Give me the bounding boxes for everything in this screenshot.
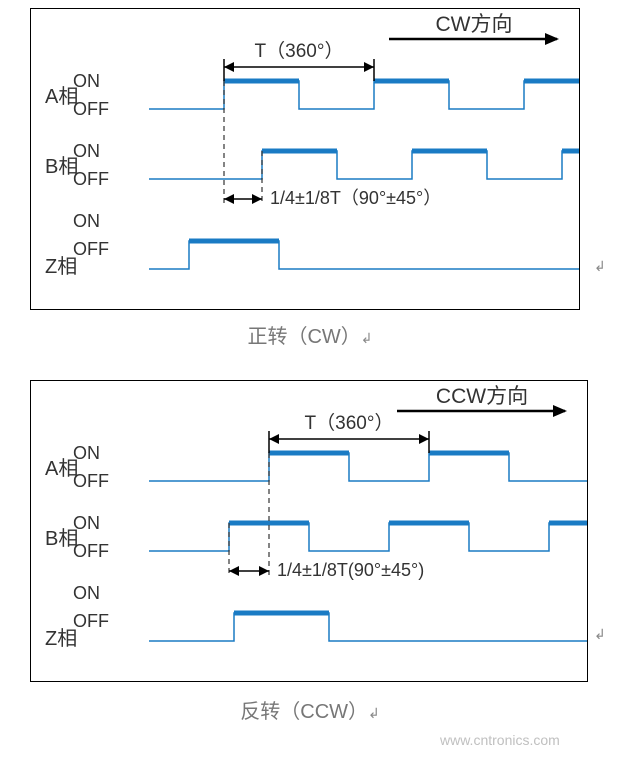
return-glyph: ↲: [361, 330, 373, 346]
svg-text:T（360°）: T（360°）: [255, 40, 344, 62]
svg-text:1/4±1/8T(90°±45°): 1/4±1/8T(90°±45°): [277, 560, 424, 580]
svg-text:CW方向: CW方向: [436, 13, 513, 36]
ccw-svg: ONOFFA相ONOFFB相ONOFFZ相T（360°）CCW方向1/4±1/8…: [31, 381, 587, 681]
svg-text:OFF: OFF: [73, 169, 109, 189]
svg-text:Z相: Z相: [45, 627, 77, 650]
cw-panel: ONOFFA相ONOFFB相ONOFFZ相T（360°）CW方向1/4±1/8T…: [30, 8, 580, 310]
svg-text:OFF: OFF: [73, 99, 109, 119]
svg-text:1/4±1/8T（90°±45°）: 1/4±1/8T（90°±45°）: [270, 188, 441, 208]
ccw-caption-text: 反转（CCW）: [240, 701, 368, 723]
ccw-caption: 反转（CCW）↲: [0, 695, 620, 724]
return-glyph: ↲: [594, 258, 606, 275]
svg-text:A相: A相: [45, 457, 78, 480]
svg-text:T（360°）: T（360°）: [305, 412, 394, 434]
svg-text:OFF: OFF: [73, 611, 109, 631]
svg-text:ON: ON: [73, 211, 100, 231]
svg-text:A相: A相: [45, 85, 78, 108]
cw-svg: ONOFFA相ONOFFB相ONOFFZ相T（360°）CW方向1/4±1/8T…: [31, 9, 579, 309]
svg-text:CCW方向: CCW方向: [436, 385, 528, 408]
cw-caption-text: 正转（CW）: [247, 326, 360, 348]
return-glyph: ↲: [594, 626, 606, 643]
svg-text:OFF: OFF: [73, 239, 109, 259]
watermark: www.cntronics.com: [440, 732, 560, 748]
svg-text:OFF: OFF: [73, 541, 109, 561]
ccw-panel: ONOFFA相ONOFFB相ONOFFZ相T（360°）CCW方向1/4±1/8…: [30, 380, 588, 682]
svg-text:B相: B相: [45, 527, 78, 550]
svg-text:B相: B相: [45, 155, 78, 178]
svg-text:ON: ON: [73, 583, 100, 603]
svg-text:Z相: Z相: [45, 255, 77, 278]
return-glyph: ↲: [368, 705, 380, 721]
cw-caption: 正转（CW）↲: [0, 320, 620, 349]
svg-text:OFF: OFF: [73, 471, 109, 491]
diagram-frame: ONOFFA相ONOFFB相ONOFFZ相T（360°）CW方向1/4±1/8T…: [0, 0, 620, 764]
